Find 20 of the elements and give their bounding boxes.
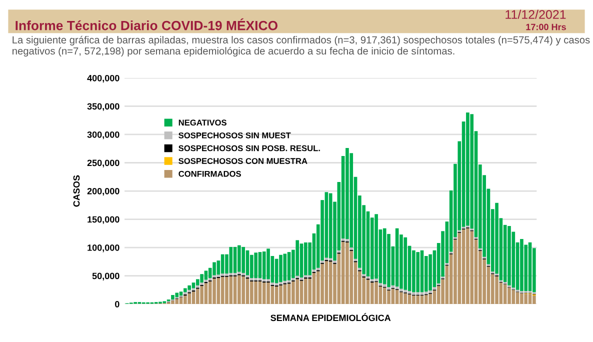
chart-subtitle: La siguiente gráfica de barras apiladas, muestra los casos confirmados (n=3, 917,361) sospechosos totales (n=575,474) y casos negativos (n=7, 572,198) por semana epidemiológica de acuerdo a su fecha de inicio de síntomas. <box>12 36 590 57</box>
y-tick-label: 250,000 <box>87 160 120 168</box>
legend-label: SOSPECHOSOS CON MUESTRA <box>178 158 308 164</box>
text: 11/12/2021 <box>506 10 566 19</box>
x-axis-title: SEMANA EPIDEMIOLÓGICA <box>270 312 391 322</box>
legend-label: SOSPECHOSOS SIN POSB. RESUL. <box>178 145 320 152</box>
legend-label: SOSPECHOSOS SIN MUEST <box>178 132 291 138</box>
y-tick-label: 50,000 <box>92 272 120 280</box>
text: 17:00 Hrs <box>526 24 566 30</box>
y-tick-label: 100,000 <box>88 244 120 252</box>
y-tick-label: 400,000 <box>87 74 120 83</box>
legend-label: NEGATIVOS <box>178 120 226 126</box>
y-tick-label: 150,000 <box>88 216 120 224</box>
y-tick-label: 350,000 <box>87 103 120 111</box>
chart-title: Informe Técnico Diario COVID-19 MÉXICO <box>16 18 278 30</box>
y-tick-label: 200,000 <box>87 188 120 196</box>
legend-label: CONFIRMADOS <box>178 170 241 177</box>
y-axis-title: CASOS <box>73 175 80 207</box>
y-tick-label: 0 <box>115 301 120 308</box>
y-tick-label: 300,000 <box>87 131 120 140</box>
